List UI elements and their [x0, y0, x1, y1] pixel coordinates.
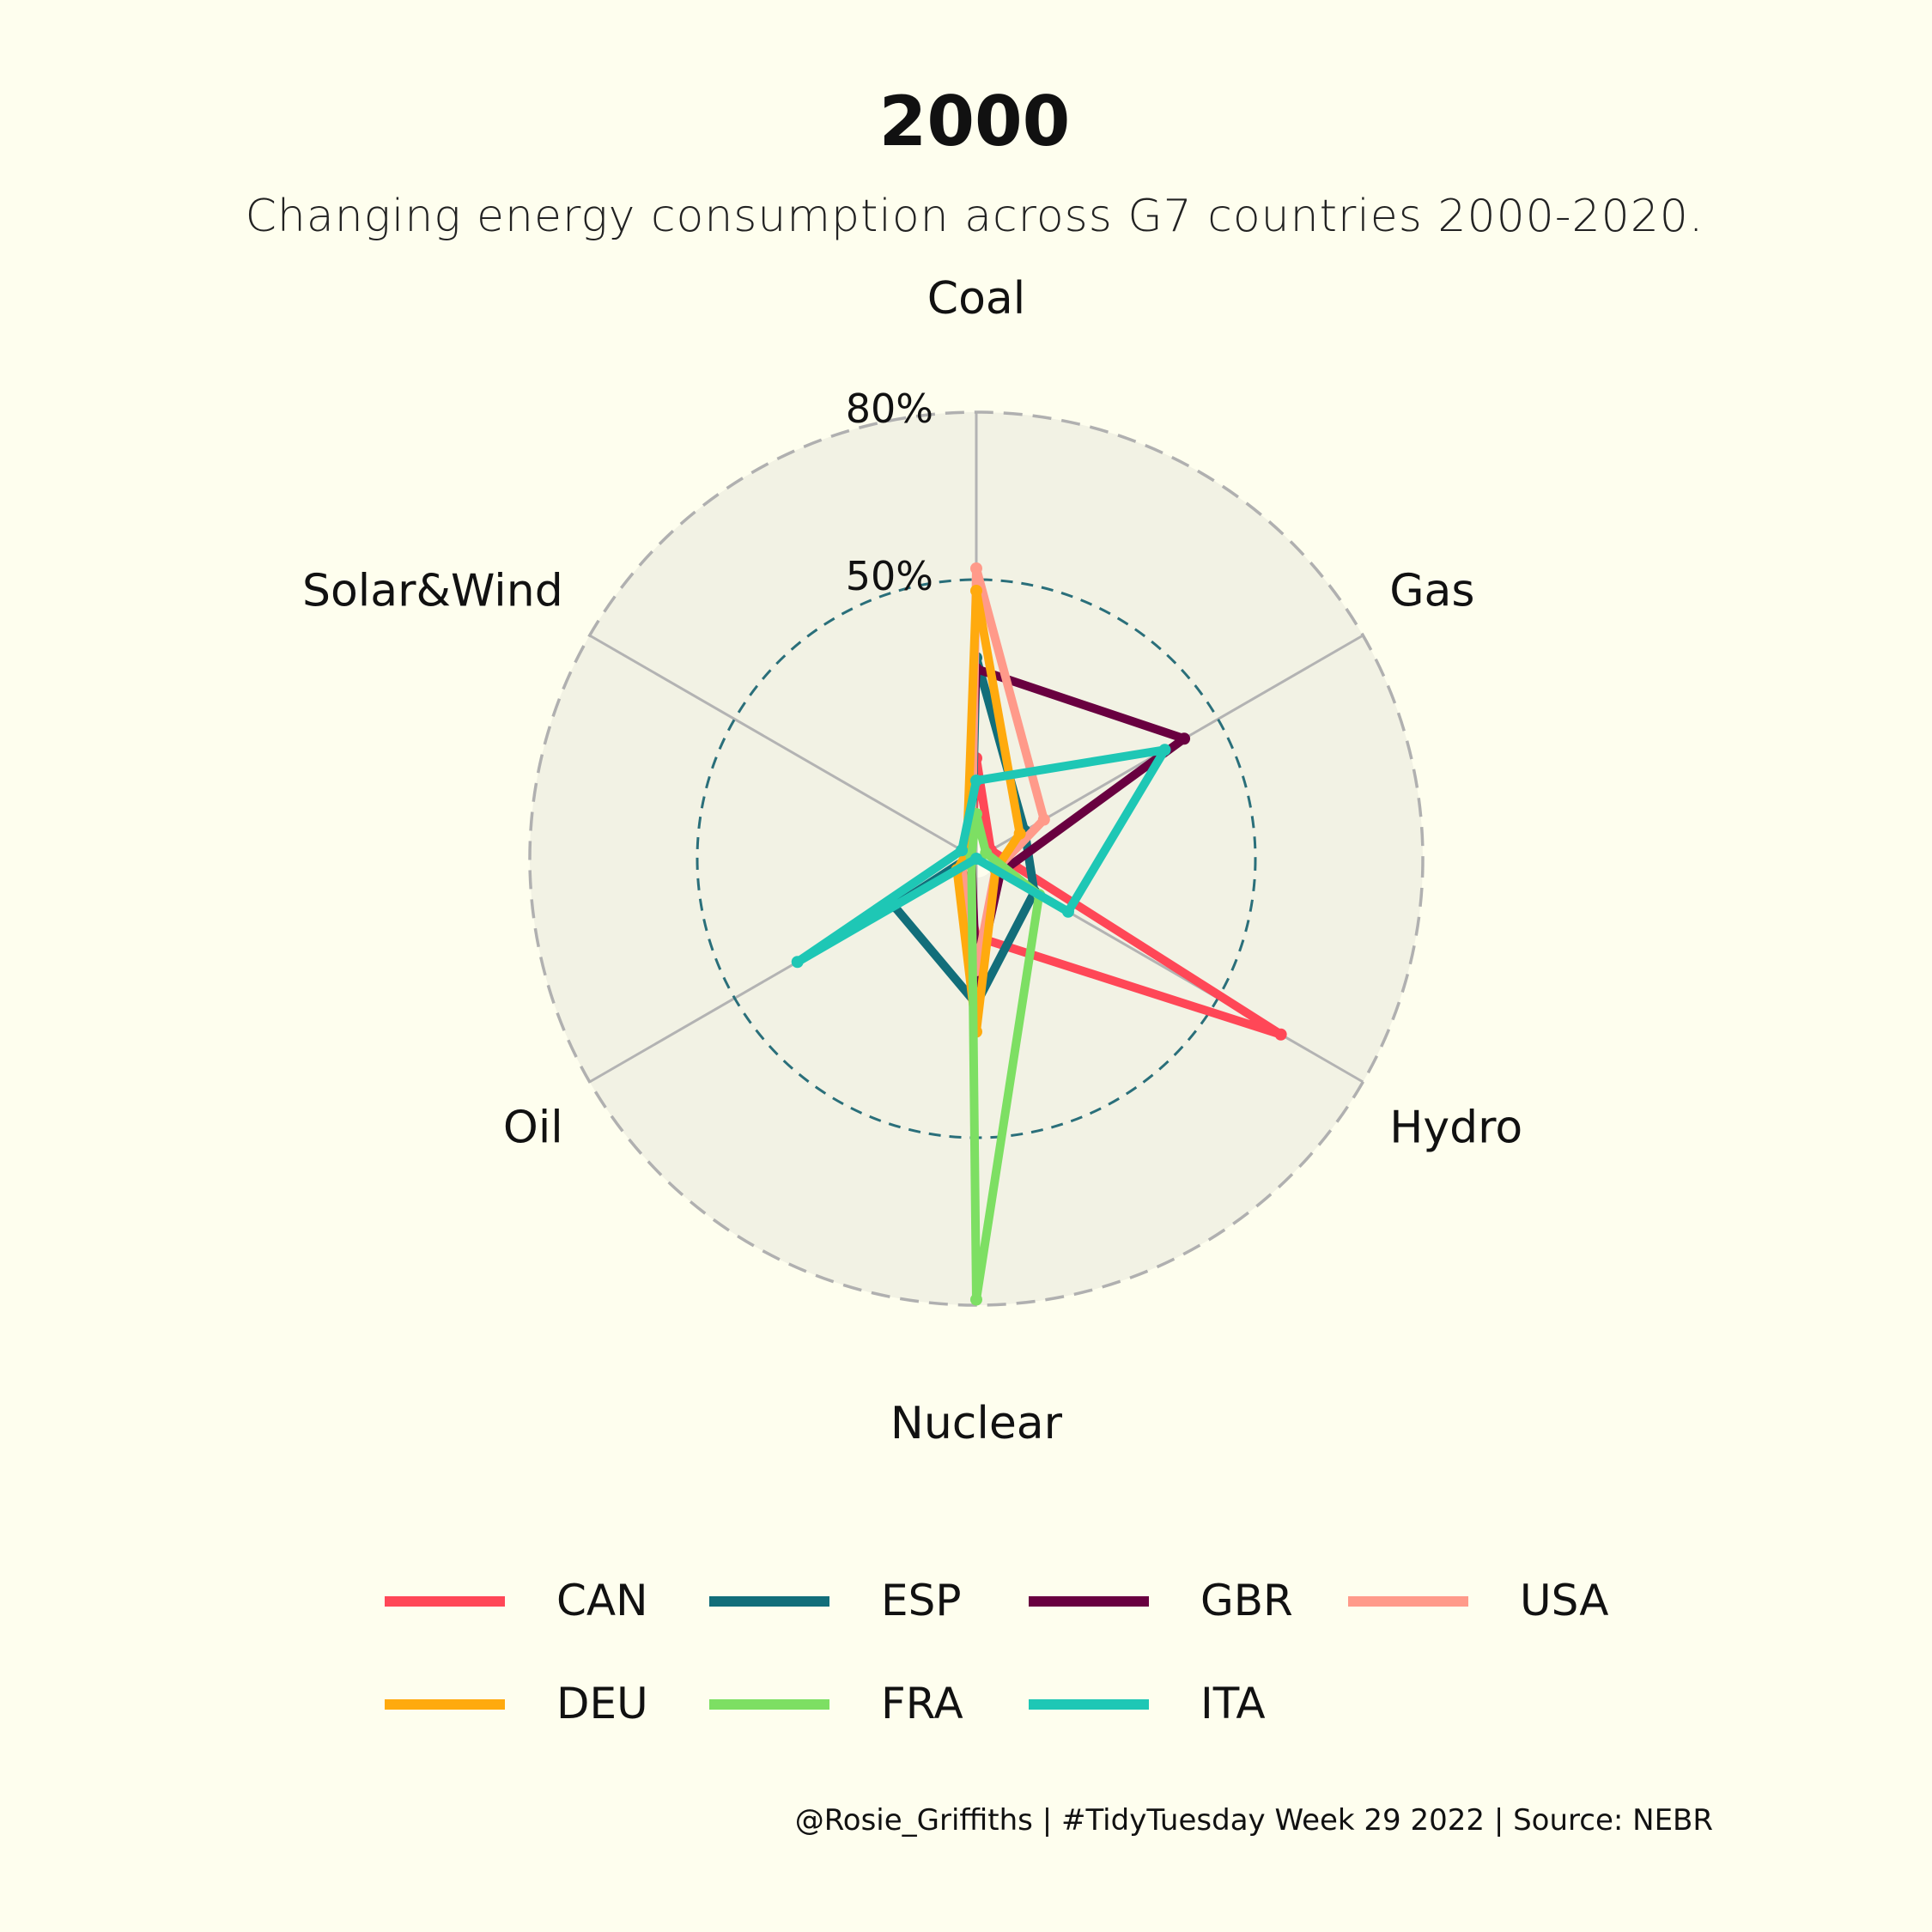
- legend-swatch: [1348, 1596, 1468, 1607]
- point-ita-solar-wind: [956, 844, 969, 857]
- axis-label-nuclear: Nuclear: [890, 1398, 1063, 1449]
- point-fra-gas: [980, 847, 993, 860]
- legend-label: ESP: [881, 1576, 962, 1625]
- legend-label: CAN: [556, 1576, 648, 1625]
- point-ita-gas: [1158, 744, 1171, 756]
- legend-swatch: [709, 1596, 829, 1607]
- legend-swatch: [385, 1596, 505, 1607]
- axis-label-coal: Coal: [927, 273, 1025, 325]
- point-usa-gas: [1037, 813, 1050, 826]
- grid-ring-label-50: 50%: [846, 553, 933, 599]
- axis-label-hydro: Hydro: [1389, 1103, 1522, 1154]
- legend-swatch: [385, 1699, 505, 1710]
- axis-label-oil: Oil: [503, 1103, 563, 1154]
- point-ita-oil: [791, 956, 804, 969]
- axis-label-solar-wind: Solar&Wind: [302, 566, 563, 617]
- legend-label: FRA: [881, 1679, 963, 1728]
- point-fra-nuclear: [970, 1293, 982, 1306]
- point-ita-hydro: [1061, 905, 1074, 918]
- legend-swatch: [709, 1699, 829, 1710]
- legend-swatch: [1029, 1596, 1149, 1607]
- point-usa-coal: [970, 562, 982, 574]
- point-ita-coal: [970, 775, 982, 787]
- legend-label: GBR: [1200, 1576, 1293, 1625]
- point-gbr-gas: [1178, 732, 1191, 745]
- point-deu-gas: [1013, 827, 1026, 840]
- axis-label-gas: Gas: [1389, 566, 1474, 617]
- spoke-solar-wind: [588, 634, 977, 860]
- chart-title: 2000: [878, 82, 1071, 161]
- legend-label: USA: [1520, 1576, 1609, 1625]
- point-deu-coal: [970, 585, 982, 597]
- legend-label: DEU: [556, 1679, 648, 1728]
- axis-labels: Coal Gas Hydro Nuclear Oil Solar&Wind: [302, 273, 1522, 1449]
- point-can-hydro: [1274, 1028, 1287, 1041]
- caption: @Rosie_Griffiths | #TidyTuesday Week 29 …: [794, 1803, 1713, 1838]
- grid-ring-label-80: 80%: [846, 386, 933, 432]
- legend-swatch: [1029, 1699, 1149, 1710]
- legend-label: ITA: [1200, 1679, 1266, 1728]
- chart-subtitle: Changing energy consumption across G7 co…: [245, 191, 1704, 242]
- radar-series: [791, 562, 1287, 1306]
- point-ita-nuclear: [970, 853, 982, 865]
